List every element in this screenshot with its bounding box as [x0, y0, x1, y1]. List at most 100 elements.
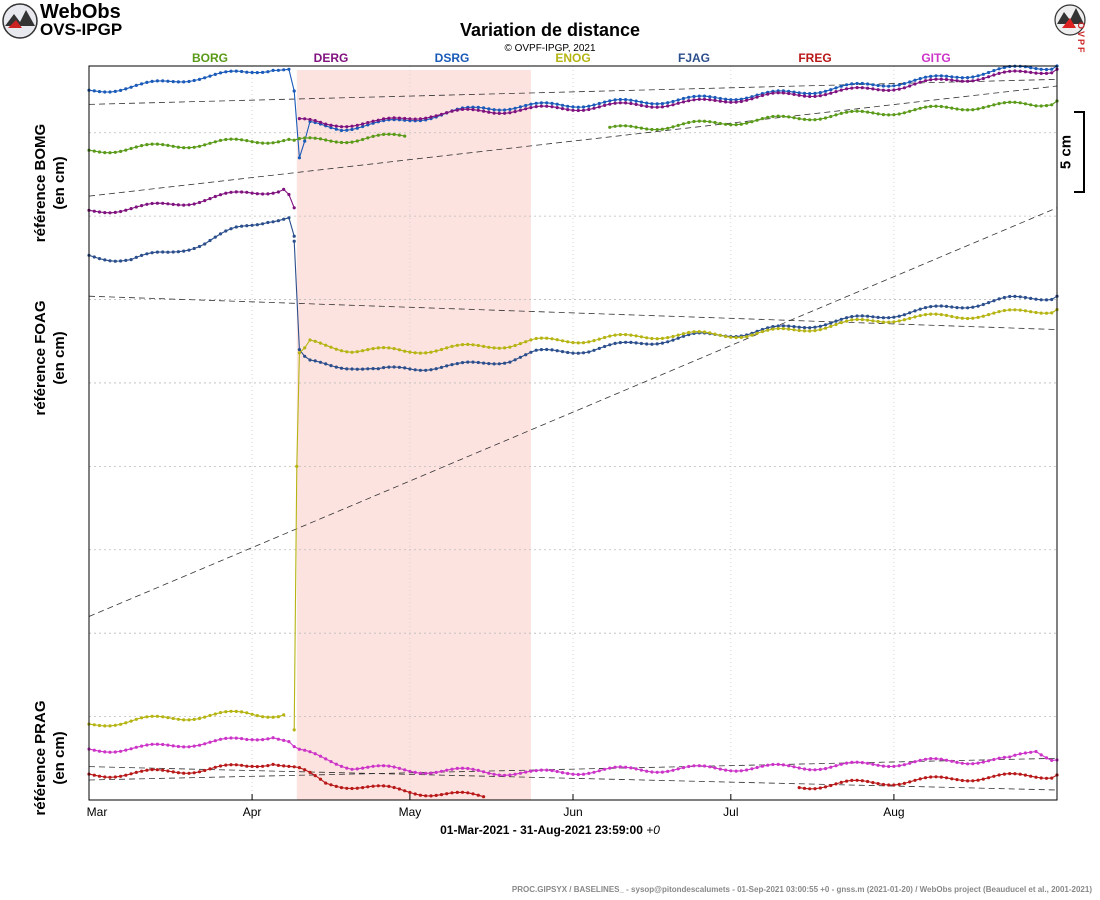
data-point [671, 334, 675, 339]
data-point [218, 737, 223, 741]
data-point [287, 67, 291, 71]
data-point [460, 107, 465, 111]
data-point [781, 114, 786, 118]
data-point [718, 99, 722, 103]
data-point [576, 351, 580, 355]
data-point [282, 217, 286, 221]
data-point [702, 764, 707, 768]
data-point [976, 74, 980, 78]
data-point [902, 111, 907, 115]
data-point [597, 101, 601, 106]
data-point [318, 754, 323, 758]
data-point [487, 771, 491, 775]
data-point [376, 346, 380, 350]
data-point [781, 327, 786, 331]
data-point [403, 349, 407, 353]
data-point [724, 768, 728, 772]
data-point [724, 100, 728, 104]
data-point [213, 194, 217, 199]
data-point [482, 795, 486, 799]
data-point [1050, 297, 1054, 302]
data-point [476, 793, 480, 797]
data-point [1039, 104, 1043, 108]
data-point [918, 777, 922, 781]
data-point [476, 343, 480, 348]
data-point [192, 145, 196, 149]
data-point [376, 367, 380, 371]
data-point [145, 252, 149, 256]
data-point [655, 128, 659, 132]
data-point [660, 105, 665, 109]
data-point [571, 105, 575, 109]
data-point [313, 339, 317, 343]
data-point [92, 255, 96, 259]
data-point [939, 313, 943, 317]
data-point [755, 118, 759, 122]
data-point [318, 120, 323, 124]
data-point [697, 94, 701, 98]
data-point [408, 117, 412, 121]
data-point [929, 104, 933, 108]
data-point [355, 767, 359, 771]
data-point [802, 117, 807, 121]
data-point [129, 772, 133, 776]
data-point [992, 299, 996, 303]
data-point [271, 141, 275, 145]
data-point [697, 764, 701, 768]
data-point [339, 128, 344, 133]
data-point [150, 79, 154, 83]
data-point [1023, 751, 1027, 755]
data-point [150, 201, 154, 206]
data-point [834, 764, 838, 768]
data-point [634, 341, 638, 345]
data-point [1023, 309, 1027, 313]
data-point [403, 134, 407, 138]
data-point [923, 79, 928, 83]
data-point [334, 127, 338, 131]
data-point [203, 768, 207, 773]
data-point [155, 142, 159, 146]
data-point [324, 781, 328, 785]
data-point [166, 79, 170, 83]
data-point [934, 757, 938, 761]
data-point [966, 79, 970, 83]
data-point [145, 715, 149, 719]
data-point [234, 763, 238, 767]
data-point [934, 104, 938, 108]
data-point [839, 88, 843, 92]
data-point [182, 146, 186, 150]
data-point [1008, 100, 1012, 104]
data-point [255, 738, 259, 742]
data-point [597, 769, 601, 773]
data-point [618, 97, 622, 102]
data-point [324, 343, 328, 347]
data-point [918, 314, 922, 318]
data-point [119, 149, 123, 153]
data-point [218, 193, 223, 197]
data-point [966, 316, 970, 321]
data-point [545, 347, 549, 352]
data-point [971, 762, 975, 766]
data-point [892, 315, 896, 319]
data-point [1013, 294, 1017, 298]
data-point [282, 139, 286, 143]
data-point [787, 115, 791, 119]
data-point [976, 78, 980, 82]
data-point [229, 69, 233, 73]
data-point [129, 85, 133, 89]
data-point [629, 333, 633, 337]
data-point [608, 102, 612, 106]
data-point [255, 765, 259, 769]
data-point [166, 743, 170, 747]
data-point [987, 75, 991, 79]
data-point [855, 81, 859, 86]
data-point [897, 87, 901, 91]
data-point [392, 365, 396, 369]
data-point [203, 742, 207, 746]
data-point [140, 82, 144, 86]
data-point [750, 767, 754, 771]
data-point [476, 108, 480, 112]
data-point [771, 327, 775, 331]
data-point [897, 782, 901, 787]
data-point [634, 125, 638, 129]
